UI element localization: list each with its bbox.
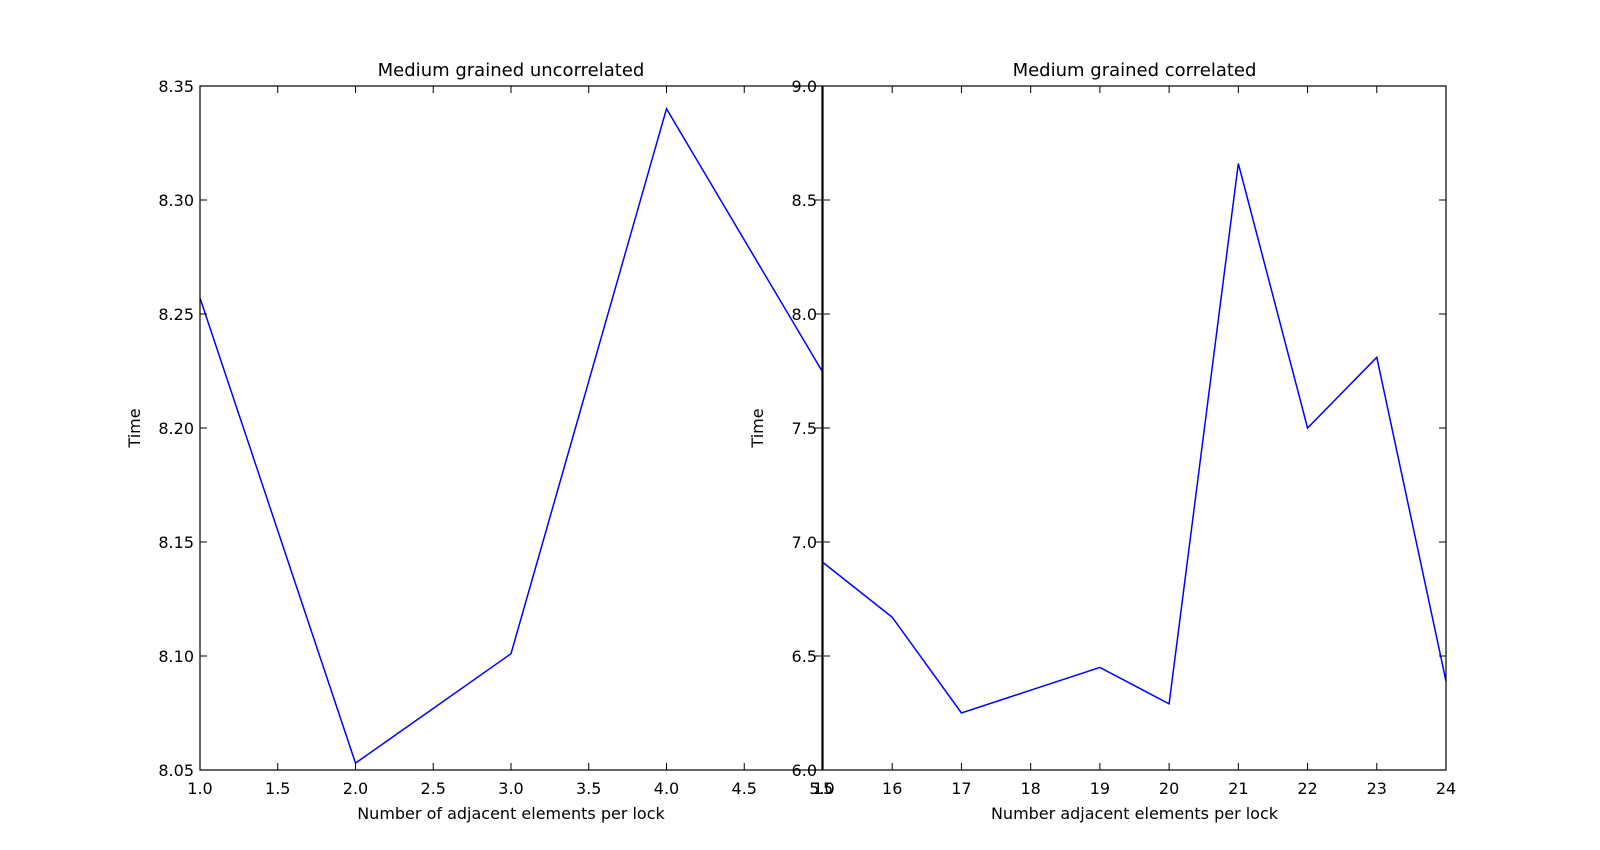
y-tick-label: 8.35 (158, 77, 194, 96)
chart-title: Medium grained uncorrelated (378, 60, 645, 81)
x-tick-label: 1.5 (265, 779, 290, 798)
chart-panel-2: 15 16 17 18 19 20 21 22 23 24 6.0 6.5 7.0 7.5 8.0 8.5 9.… (748, 60, 1456, 823)
x-tick-label: 24 (1436, 779, 1456, 798)
x-axis-label: Number of adjacent elements per lock (357, 804, 665, 823)
x-tick-label: 20 (1159, 779, 1179, 798)
x-tick-label: 17 (951, 779, 971, 798)
x-tick-label: 1.0 (187, 779, 212, 798)
x-tick-label: 3.0 (498, 779, 523, 798)
x-tick-label: 22 (1297, 779, 1317, 798)
y-tick-label: 7.5 (792, 419, 817, 438)
y-axis-label: Time (748, 408, 767, 448)
x-tick-label: 15 (813, 779, 833, 798)
x-tick-label: 16 (882, 779, 902, 798)
x-tick-label: 2.0 (343, 779, 368, 798)
series-line-1 (199, 106, 823, 765)
y-axis-label: Time (125, 408, 144, 448)
chart-title: Medium grained correlated (1013, 60, 1257, 81)
y-tick-label: 8.30 (158, 191, 194, 210)
y-tick-label: 8.20 (158, 419, 194, 438)
x-tick-label: 2.5 (421, 779, 446, 798)
x-tick-label: 23 (1367, 779, 1387, 798)
chart-panel-1: 1.0 1.5 2.0 2.5 3.0 3.5 4.0 4.5 5.0 8.05 8.10 8.15 8… (125, 60, 835, 823)
y-tick-label: 7.0 (792, 533, 817, 552)
plot-frame (822, 85, 1447, 771)
x-tick-label: 4.0 (654, 779, 679, 798)
x-tick-label: 5.0 (809, 779, 834, 798)
y-tick-label: 8.0 (792, 305, 817, 324)
x-tick-label: 19 (1090, 779, 1110, 798)
series-line-1 (822, 163, 1447, 714)
y-tick-label: 8.15 (158, 533, 194, 552)
x-tick-label: 18 (1020, 779, 1040, 798)
x-tick-label: 4.5 (732, 779, 757, 798)
y-tick-label: 9.0 (792, 77, 817, 96)
y-tick-label: 8.05 (158, 761, 194, 780)
plot-frame (199, 85, 823, 771)
y-tick-label: 6.5 (792, 647, 817, 666)
y-tick-label: 8.5 (792, 191, 817, 210)
y-tick-label: 8.25 (158, 305, 194, 324)
x-tick-label: 3.5 (576, 779, 601, 798)
x-axis-label: Number adjacent elements per lock (991, 804, 1279, 823)
y-tick-label: 6.0 (792, 761, 817, 780)
y-tick-label: 8.10 (158, 647, 194, 666)
x-tick-label: 21 (1228, 779, 1248, 798)
